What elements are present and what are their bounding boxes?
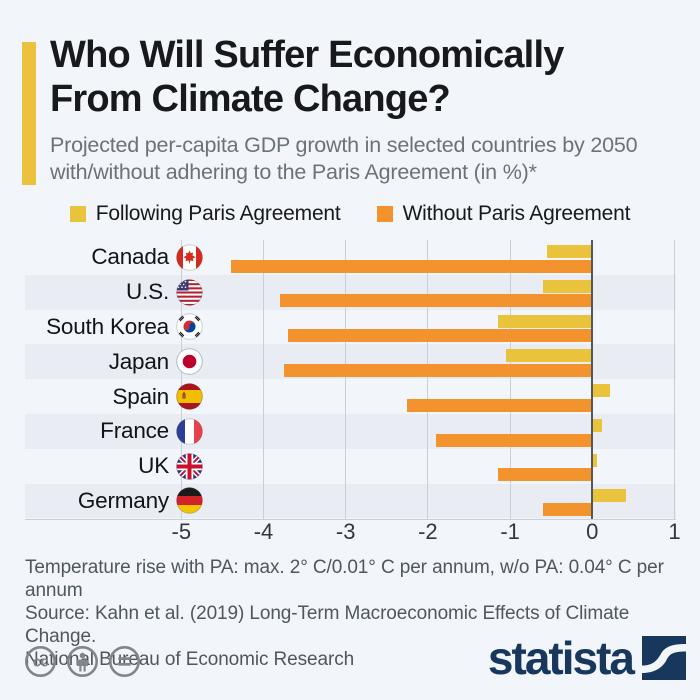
germany-flag-icon bbox=[176, 487, 203, 515]
legend-item-following: Following Paris Agreement bbox=[69, 202, 341, 226]
bar-following-paris bbox=[593, 488, 627, 502]
bar-chart: Canada U.S. South Korea Japan Spain France UK G… bbox=[25, 240, 676, 520]
cc-attribution-icon bbox=[66, 645, 99, 683]
south-korea-flag-icon bbox=[176, 313, 203, 341]
country-label-group: Japan bbox=[25, 344, 206, 379]
cc-icon: cc bbox=[24, 645, 57, 683]
canada-flag-icon bbox=[176, 244, 203, 271]
x-axis-tick-label: 0 bbox=[586, 519, 599, 544]
chart-row: Canada bbox=[25, 240, 676, 275]
country-label: France bbox=[100, 418, 169, 444]
bar-without-paris bbox=[230, 259, 593, 273]
country-label: UK bbox=[138, 453, 169, 479]
bar-following-paris bbox=[593, 453, 598, 467]
chart-legend: Following Paris Agreement Without Paris … bbox=[0, 201, 700, 227]
footnote-line: Source: Kahn et al. (2019) Long-Term Mac… bbox=[25, 603, 630, 647]
title-accent-bar bbox=[22, 42, 36, 185]
gridline bbox=[509, 240, 511, 519]
chart-row: U.S. bbox=[25, 274, 676, 310]
page-title-line2: From Climate Change? bbox=[50, 78, 451, 120]
legend-label: Following Paris Agreement bbox=[95, 202, 341, 225]
bar-without-paris bbox=[542, 503, 593, 517]
japan-flag-icon bbox=[176, 348, 203, 376]
france-flag-icon bbox=[176, 418, 203, 445]
chart-row: Spain bbox=[25, 379, 676, 414]
footnote-line: National Bureau of Economic Research bbox=[25, 649, 355, 670]
legend-label: Without Paris Agreement bbox=[402, 202, 631, 225]
bar-following-paris bbox=[593, 384, 610, 398]
bar-following-paris bbox=[547, 245, 593, 258]
country-label-group: Spain bbox=[25, 379, 206, 414]
chart-row: UK bbox=[25, 449, 676, 484]
country-label: Spain bbox=[112, 383, 169, 409]
svg-text:cc: cc bbox=[33, 654, 49, 670]
statista-logo-mark-icon bbox=[642, 636, 686, 680]
chart-row: France bbox=[25, 414, 676, 449]
x-axis-tick-label: -1 bbox=[500, 519, 520, 544]
country-label: South Korea bbox=[46, 313, 169, 339]
country-label-group: South Korea bbox=[25, 310, 206, 345]
bar-without-paris bbox=[279, 294, 593, 308]
country-label-group: Canada bbox=[25, 240, 206, 275]
country-label-group: UK bbox=[25, 449, 206, 484]
country-label-group: France bbox=[25, 414, 206, 449]
us-flag-icon bbox=[176, 278, 203, 306]
bar-following-paris bbox=[505, 349, 593, 363]
statista-logotype: statista bbox=[487, 632, 635, 684]
gridline bbox=[674, 240, 675, 519]
legend-swatch-without-icon bbox=[376, 206, 393, 222]
statista-logo: statista bbox=[488, 634, 686, 682]
x-axis-tick-label: -2 bbox=[418, 519, 438, 544]
chart-row: South Korea bbox=[25, 310, 676, 345]
country-label: Canada bbox=[91, 244, 169, 270]
uk-flag-icon bbox=[176, 452, 203, 480]
legend-item-without: Without Paris Agreement bbox=[376, 202, 631, 226]
bar-without-paris bbox=[284, 363, 593, 377]
cc-license-icons: cc bbox=[24, 645, 141, 683]
bar-without-paris bbox=[436, 433, 593, 447]
spain-flag-icon bbox=[176, 383, 203, 410]
chart-row: Germany bbox=[25, 483, 676, 519]
country-label: U.S. bbox=[126, 279, 169, 305]
gridline bbox=[263, 240, 264, 519]
country-label-group: U.S. bbox=[25, 275, 206, 310]
cc-no-derivatives-icon bbox=[108, 645, 141, 683]
page-title-line1: Who Will Suffer Economically bbox=[50, 34, 564, 76]
bar-without-paris bbox=[497, 468, 593, 482]
country-label-group: Germany bbox=[25, 484, 206, 519]
gridline bbox=[180, 240, 182, 519]
zero-axis-line bbox=[591, 240, 594, 519]
bar-without-paris bbox=[407, 398, 593, 412]
country-label: Japan bbox=[108, 348, 170, 374]
bar-without-paris bbox=[288, 329, 593, 343]
bar-following-paris bbox=[593, 419, 602, 432]
x-axis-tick-label: -5 bbox=[171, 519, 192, 544]
page-title: Who Will Suffer Economically From Climat… bbox=[50, 33, 680, 121]
bar-following-paris bbox=[497, 314, 593, 328]
country-label: Germany bbox=[77, 487, 169, 513]
gridline bbox=[345, 240, 347, 519]
x-axis-tick-label: -3 bbox=[335, 519, 356, 544]
x-axis: -5 -4 -3 -2 -1 0 1 bbox=[25, 519, 681, 547]
legend-swatch-following-icon bbox=[69, 206, 86, 222]
x-axis-tick-label: 1 bbox=[668, 519, 681, 544]
page-subtitle: Projected per-capita GDP growth in selec… bbox=[50, 133, 638, 184]
bar-following-paris bbox=[542, 279, 593, 293]
footnote: Temperature rise with PA: max. 2° C/0.01… bbox=[25, 556, 680, 671]
footnote-line: Temperature rise with PA: max. 2° C/0.01… bbox=[25, 557, 664, 601]
x-axis-tick-label: -4 bbox=[253, 519, 274, 544]
chart-row: Japan bbox=[25, 344, 676, 380]
gridline bbox=[427, 240, 429, 519]
